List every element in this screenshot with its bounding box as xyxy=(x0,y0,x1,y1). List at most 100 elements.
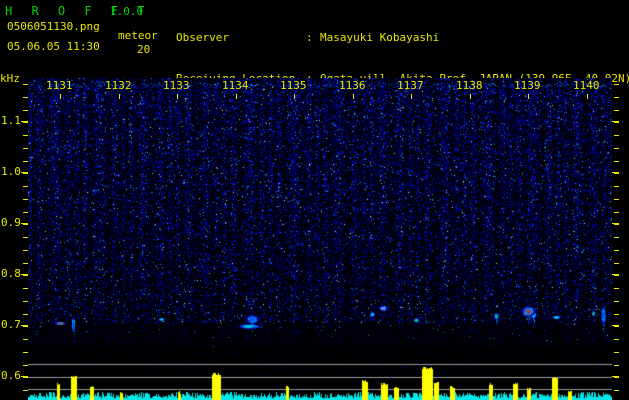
y-tick-minor xyxy=(23,97,28,98)
y-tick-minor xyxy=(23,224,28,225)
y-tick-label: 0.9 xyxy=(1,216,21,229)
y-tick-major-right xyxy=(612,274,619,275)
observation-mode-label: meteor xyxy=(118,29,158,42)
y-tick-minor xyxy=(23,122,28,123)
x-tick-mark xyxy=(236,94,237,99)
metadata-value: Masayuki Kobayashi xyxy=(320,31,440,44)
y-tick-minor-right xyxy=(614,352,619,353)
x-tick-label: 1133 xyxy=(163,79,190,92)
y-tick-minor xyxy=(23,237,28,238)
x-tick-label: 1136 xyxy=(339,79,366,92)
y-tick-minor-right xyxy=(614,390,619,391)
x-tick-mark xyxy=(528,94,529,99)
y-tick-minor xyxy=(23,250,28,251)
x-tick-mark xyxy=(470,94,471,99)
y-tick-minor-right xyxy=(614,212,619,213)
y-tick-major xyxy=(21,274,28,275)
y-tick-major xyxy=(21,172,28,173)
y-tick-minor-right xyxy=(614,122,619,123)
x-tick-label: 1140 xyxy=(573,79,600,92)
y-tick-minor xyxy=(23,365,28,366)
y-tick-minor-right xyxy=(614,161,619,162)
y-tick-label: 0.6 xyxy=(1,369,21,382)
y-tick-minor xyxy=(23,314,28,315)
header-panel: H R O F F T 1.0.0 0506051130.png 05.06.0… xyxy=(0,0,629,166)
y-tick-minor-right xyxy=(614,110,619,111)
app-version: 1.0.0 xyxy=(110,5,144,18)
file-name-label: 0506051130.png xyxy=(7,20,100,33)
file-datetime-label: 05.06.05 11:30 xyxy=(7,40,100,53)
y-tick-minor-right xyxy=(614,148,619,149)
x-tick-label: 1134 xyxy=(222,79,249,92)
x-tick-mark xyxy=(587,94,588,99)
y-tick-minor xyxy=(23,135,28,136)
y-tick-minor xyxy=(23,110,28,111)
y-tick-minor xyxy=(23,199,28,200)
y-tick-minor-right xyxy=(614,301,619,302)
spectrogram-plot[interactable] xyxy=(28,78,612,348)
y-tick-minor xyxy=(23,288,28,289)
x-tick-mark xyxy=(60,94,61,99)
x-tick-mark xyxy=(294,94,295,99)
y-tick-minor-right xyxy=(614,275,619,276)
y-tick-minor-right xyxy=(614,339,619,340)
y-tick-minor-right xyxy=(614,237,619,238)
y-tick-minor xyxy=(23,377,28,378)
y-tick-minor-right xyxy=(614,288,619,289)
y-tick-major-right xyxy=(612,172,619,173)
y-tick-minor-right xyxy=(614,224,619,225)
y-tick-minor xyxy=(23,301,28,302)
y-tick-minor-right xyxy=(614,173,619,174)
app-title: H R O F F T xyxy=(5,4,151,18)
amplitude-strip-plot[interactable] xyxy=(28,350,612,400)
y-tick-minor-right xyxy=(614,186,619,187)
x-tick-mark xyxy=(353,94,354,99)
x-tick-label: 1139 xyxy=(514,79,541,92)
y-tick-minor-right xyxy=(614,250,619,251)
metadata-row-observer: Observer: Masayuki Kobayashi xyxy=(176,31,629,45)
y-tick-minor-right xyxy=(614,365,619,366)
y-tick-minor xyxy=(23,326,28,327)
y-tick-major xyxy=(21,376,28,377)
y-tick-major xyxy=(21,223,28,224)
x-tick-label: 1137 xyxy=(397,79,424,92)
y-tick-minor-right xyxy=(614,135,619,136)
y-tick-label: 0.8 xyxy=(1,267,21,280)
y-tick-label: 0.7 xyxy=(1,318,21,331)
x-tick-mark xyxy=(119,94,120,99)
x-tick-mark xyxy=(177,94,178,99)
y-tick-minor-right xyxy=(614,326,619,327)
y-tick-minor-right xyxy=(614,199,619,200)
y-tick-minor xyxy=(23,390,28,391)
y-tick-minor-right xyxy=(614,84,619,85)
y-tick-minor xyxy=(23,173,28,174)
y-tick-major xyxy=(21,121,28,122)
amplitude-strip-canvas[interactable] xyxy=(28,350,612,400)
y-tick-minor xyxy=(23,212,28,213)
y-tick-label: 1.0 xyxy=(1,165,21,178)
y-tick-minor-right xyxy=(614,377,619,378)
y-axis-unit-label: kHz xyxy=(0,72,20,85)
y-tick-label: 1.1 xyxy=(1,114,21,127)
y-tick-major-right xyxy=(612,121,619,122)
y-tick-minor xyxy=(23,161,28,162)
x-tick-label: 1132 xyxy=(105,79,132,92)
metadata-separator: : xyxy=(306,31,313,44)
y-tick-minor-right xyxy=(614,314,619,315)
metadata-key: Observer xyxy=(176,31,229,44)
y-tick-minor-right xyxy=(614,263,619,264)
y-tick-minor-right xyxy=(614,97,619,98)
y-tick-major-right xyxy=(612,325,619,326)
x-tick-label: 1135 xyxy=(280,79,307,92)
y-tick-minor xyxy=(23,275,28,276)
x-tick-label: 1131 xyxy=(46,79,73,92)
y-tick-minor xyxy=(23,263,28,264)
x-tick-label: 1138 xyxy=(456,79,483,92)
spectrogram-canvas[interactable] xyxy=(28,78,612,348)
y-tick-major-right xyxy=(612,376,619,377)
observation-count-label: 20 xyxy=(137,43,151,56)
x-tick-mark xyxy=(411,94,412,99)
y-tick-major xyxy=(21,325,28,326)
y-tick-minor xyxy=(23,352,28,353)
